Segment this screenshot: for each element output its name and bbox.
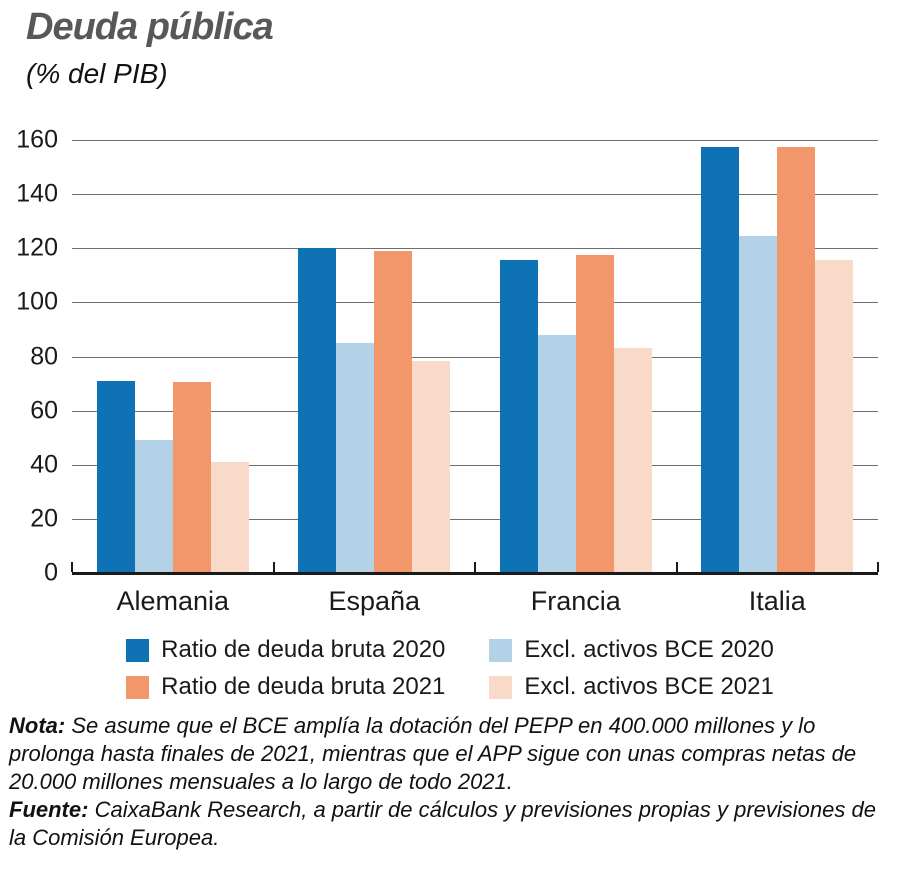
bar <box>701 146 740 573</box>
y-tick-label-140: 140 <box>16 179 58 208</box>
gridline-60 <box>72 410 878 412</box>
chart-title: Deuda pública <box>26 6 274 48</box>
gridline-80 <box>72 356 878 358</box>
footnotes: Nota: Se asume que el BCE amplía la dota… <box>9 712 891 852</box>
legend-item-deuda-bruta-2020: Ratio de deuda bruta 2020 <box>126 636 445 664</box>
legend-label-excl-bce-2020: Excl. activos BCE 2020 <box>524 636 774 663</box>
x-tick-label-españa: España <box>328 586 421 616</box>
legend-swatch-peach <box>489 675 513 699</box>
bar <box>96 380 135 573</box>
gridline-160 <box>72 140 878 141</box>
bar <box>575 255 614 573</box>
bar <box>172 382 211 573</box>
gridline-40 <box>72 464 878 466</box>
bar <box>499 260 538 573</box>
gridline-140 <box>72 194 878 196</box>
gridline-120 <box>72 248 878 250</box>
gridline-20 <box>72 518 878 520</box>
legend-swatch-light-blue <box>489 638 513 662</box>
y-tick-label-160: 160 <box>16 125 58 154</box>
bar-groups <box>72 140 878 573</box>
x-axis-tick <box>675 562 678 572</box>
y-tick-label-120: 120 <box>16 233 58 262</box>
y-tick-label-40: 40 <box>30 450 58 479</box>
x-tick-label-alemania: Alemania <box>116 586 230 616</box>
legend: Ratio de deuda bruta 2020 Excl. activos … <box>0 636 900 701</box>
x-tick-label-italia: Italia <box>748 586 806 616</box>
legend-swatch-dark-blue <box>126 638 150 662</box>
bar <box>134 440 173 573</box>
legend-item-excl-bce-2020: Excl. activos BCE 2020 <box>489 636 774 664</box>
bar <box>298 248 337 573</box>
bar <box>336 342 375 573</box>
y-axis: 0 20 40 60 80 100 120 140 160 <box>0 126 58 587</box>
gridline-100 <box>72 302 878 304</box>
x-axis-labels: Alemania España Francia Italia <box>72 586 878 617</box>
x-axis-tick <box>272 562 275 572</box>
nota-label: Nota: <box>9 713 66 738</box>
legend-label-deuda-bruta-2020: Ratio de deuda bruta 2020 <box>161 636 446 663</box>
y-tick-label-60: 60 <box>30 396 58 425</box>
nota-text: Se asume que el BCE amplía la dotación d… <box>9 713 857 794</box>
bar-group-españa <box>274 140 476 573</box>
y-tick-label-100: 100 <box>16 287 58 316</box>
x-axis-tick <box>877 562 879 572</box>
x-axis-line <box>72 572 878 575</box>
legend-grid: Ratio de deuda bruta 2020 Excl. activos … <box>126 636 774 701</box>
y-tick-label-0: 0 <box>44 558 58 587</box>
bar <box>739 236 778 573</box>
bar-group-alemania <box>72 140 274 573</box>
legend-item-deuda-bruta-2021: Ratio de deuda bruta 2021 <box>126 673 445 701</box>
plot-area <box>71 140 879 575</box>
x-tick-label-francia: Francia <box>530 586 621 616</box>
fuente-label: Fuente: <box>9 796 89 822</box>
legend-label-deuda-bruta-2021: Ratio de deuda bruta 2021 <box>161 673 446 700</box>
bar <box>374 250 413 573</box>
y-tick-label-80: 80 <box>30 342 58 370</box>
nota-paragraph: Nota: Se asume que el BCE amplía la dota… <box>9 712 891 796</box>
bar <box>210 462 249 573</box>
fuente-paragraph: Fuente: CaixaBank Research, a partir de … <box>9 796 891 852</box>
x-axis-tick <box>71 562 73 572</box>
bar <box>412 360 451 573</box>
legend-swatch-orange <box>126 675 150 699</box>
y-tick-label-20: 20 <box>30 504 58 533</box>
legend-item-excl-bce-2021: Excl. activos BCE 2021 <box>489 673 774 701</box>
bar <box>777 146 816 573</box>
bar-group-francia <box>475 140 677 573</box>
bar <box>815 260 854 573</box>
chart-subtitle: (% del PIB) <box>26 58 168 89</box>
bar <box>537 334 576 573</box>
bar <box>613 348 652 573</box>
x-axis-tick <box>474 562 476 572</box>
legend-label-excl-bce-2021: Excl. activos BCE 2021 <box>524 673 774 700</box>
fuente-text: CaixaBank Research, a partir de cálculos… <box>9 796 876 850</box>
bar-group-italia <box>677 140 879 573</box>
